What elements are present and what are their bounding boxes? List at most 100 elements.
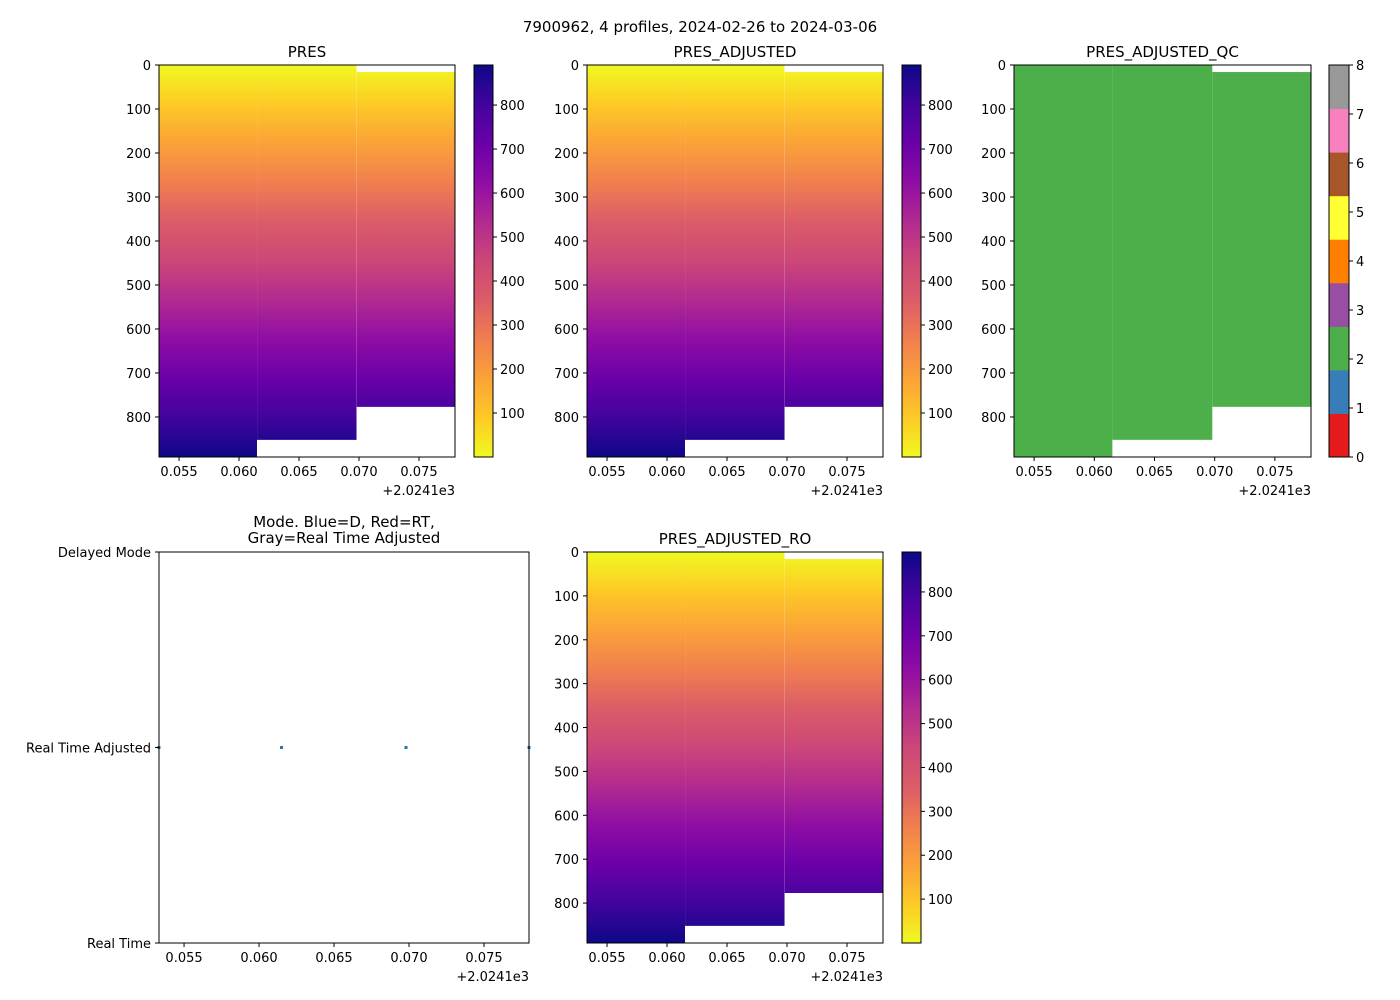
colorbar-tick-label: 200: [500, 363, 525, 378]
colorbar-tick-label: 800: [928, 586, 953, 601]
data-point: [280, 746, 284, 749]
colorbar-tick-label: 600: [928, 187, 953, 202]
x-offset-label: +2.0241e3: [1238, 484, 1311, 499]
colorbar-tick-label: 800: [500, 99, 525, 114]
axes-frame: [158, 551, 530, 944]
heatmap-cell: [784, 559, 883, 893]
suptitle: 7900962, 4 profiles, 2024-02-26 to 2024-…: [523, 18, 877, 36]
x-offset-label: +2.0241e3: [382, 484, 455, 499]
heatmap-cell: [1014, 65, 1113, 457]
panel-title: PRES_ADJUSTED_QC: [1086, 43, 1239, 62]
colorbar-tick-label: 300: [928, 319, 953, 334]
colorbar-tick-label: 400: [928, 275, 953, 290]
heatmap-cell: [685, 552, 785, 926]
colorbar-tick-label: 400: [500, 275, 525, 290]
y-tick-label: 500: [554, 765, 579, 780]
heatmap-cell: [1212, 72, 1311, 407]
colorbar-tick-label: 500: [500, 231, 525, 246]
colorbar-tick-label: 5: [1356, 206, 1364, 221]
x-tick-label: 0.055: [588, 951, 625, 966]
y-tick-label: 400: [126, 235, 151, 250]
colorbar-tick-label: 700: [928, 630, 953, 645]
y-tick-label: 700: [981, 367, 1006, 382]
colorbar-tick-label: 100: [928, 407, 953, 422]
colorbar-tick-label: 500: [928, 231, 953, 246]
axes-frame: [158, 64, 456, 458]
y-tick-label: 0: [571, 546, 579, 561]
colorbar-gradient: [474, 65, 493, 457]
heatmap-cell: [1112, 65, 1213, 440]
colorbar-segment: [1329, 239, 1349, 284]
colorbar-tick-label: 200: [928, 849, 953, 864]
x-tick-label: 0.075: [1256, 465, 1293, 480]
data-point: [404, 746, 408, 749]
colorbar-gradient: [902, 65, 921, 457]
colorbar-tick-label: 600: [500, 187, 525, 202]
y-tick-label: 800: [554, 897, 579, 912]
colorbar-tick-label: 100: [500, 407, 525, 422]
y-tick-label: 500: [981, 279, 1006, 294]
colorbar-segment: [1329, 65, 1349, 110]
x-tick-label: 0.075: [465, 951, 502, 966]
y-tick-label: 300: [981, 191, 1006, 206]
colorbar-tick-label: 6: [1356, 157, 1364, 172]
colorbar-frame: [901, 551, 922, 944]
y-tick-label: 600: [554, 323, 579, 338]
colorbar-tick-label: 700: [928, 143, 953, 158]
y-tick-label: 100: [981, 103, 1006, 118]
x-tick-label: 0.060: [220, 465, 257, 480]
axes-frame: [1013, 64, 1312, 458]
x-tick-label: 0.075: [828, 465, 865, 480]
colorbar-segment: [1329, 282, 1349, 327]
y-tick-label: 100: [126, 103, 151, 118]
colorbar-segment: [1329, 108, 1349, 153]
y-tick-label: 300: [554, 678, 579, 693]
y-tick-label: 600: [126, 323, 151, 338]
x-tick-label: 0.070: [390, 951, 427, 966]
colorbar-tick-label: 100: [928, 893, 953, 908]
colorbar-tick-label: 3: [1356, 304, 1364, 319]
colorbar-tick-label: 4: [1356, 255, 1364, 270]
x-tick-label: 0.055: [588, 465, 625, 480]
x-offset-label: +2.0241e3: [456, 970, 529, 985]
x-offset-label: +2.0241e3: [810, 484, 883, 499]
x-tick-label: 0.060: [1076, 465, 1113, 480]
y-tick-label: 0: [571, 59, 579, 74]
colorbar-tick-label: 600: [928, 674, 953, 689]
y-tick-label: 200: [981, 147, 1006, 162]
colorbar-tick-label: 500: [928, 718, 953, 733]
colorbar-tick-label: 200: [928, 363, 953, 378]
heatmap-cell: [356, 72, 455, 407]
colorbar-tick-label: 300: [500, 319, 525, 334]
y-tick-label: 800: [554, 411, 579, 426]
y-tick-label: 700: [126, 367, 151, 382]
y-tick-label: 700: [554, 367, 579, 382]
panel-title: PRES_ADJUSTED_RO: [659, 530, 812, 549]
x-tick-label: 0.065: [708, 951, 745, 966]
y-tick-label: 300: [554, 191, 579, 206]
y-tick-label: 600: [554, 809, 579, 824]
x-tick-label: 0.065: [315, 951, 352, 966]
panel-mode: Mode. Blue=D, Red=RT,Gray=Real Time Adju…: [26, 513, 531, 985]
y-tick-label: 600: [981, 323, 1006, 338]
colorbar-tick-label: 400: [928, 761, 953, 776]
panel-pres_adjusted: PRES_ADJUSTED 0.055 0.060 0.065 0.070 0.075 +2…: [554, 43, 953, 499]
panel-title: PRES: [288, 43, 326, 61]
x-tick-label: 0.070: [768, 465, 805, 480]
x-tick-label: 0.070: [768, 951, 805, 966]
y-tick-label: 300: [126, 191, 151, 206]
y-tick-label: 0: [143, 59, 151, 74]
x-tick-label: 0.075: [400, 465, 437, 480]
panel-pres: PRES 0.055 0.060 0.065 0.070 0.075 +2.0241e3 0 1…: [126, 43, 525, 499]
x-tick-label: 0.075: [828, 951, 865, 966]
axes-frame: [586, 64, 884, 458]
x-tick-label: 0.065: [280, 465, 317, 480]
y-tick-label: 200: [126, 147, 151, 162]
x-tick-label: 0.060: [648, 951, 685, 966]
y-tick-label: 500: [126, 279, 151, 294]
y-tick-label: 700: [554, 853, 579, 868]
y-tick-label: 400: [554, 722, 579, 737]
colorbar-tick-label: 700: [500, 143, 525, 158]
panel-pres_adjusted_ro: PRES_ADJUSTED_RO 0.055 0.060 0.065 0.070 0.07…: [554, 530, 953, 985]
